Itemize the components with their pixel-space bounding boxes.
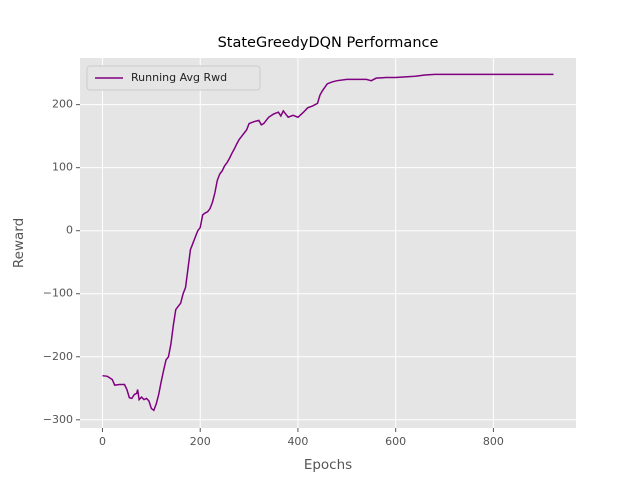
x-tick-label: 0 [99,435,106,448]
grid: 0 200 400 600 800 −300 −200 −100 0 100 200 [43,58,576,448]
y-axis-label: Reward [11,218,27,268]
y-tick-label: 200 [52,98,73,111]
marks [102,73,554,412]
x-tick-label: 200 [190,435,211,448]
x-tick-label: 800 [483,435,504,448]
y-tick-label: 100 [52,161,73,174]
legend: Running Avg Rwd [86,65,261,91]
x-tick-label: 600 [385,435,406,448]
legend-label: Running Avg Rwd [131,71,227,84]
y-tick-label: 0 [66,224,73,237]
y-tick-label: −100 [43,287,73,300]
y-tick-label: −200 [43,350,73,363]
x-axis-label: Epochs [304,457,352,473]
chart-title: StateGreedyDQN Performance [218,35,439,51]
x-tick-label: 400 [287,435,308,448]
legend-box [86,65,261,91]
plot-area [80,58,576,428]
y-tick-label: −300 [43,413,73,426]
line [102,73,554,412]
